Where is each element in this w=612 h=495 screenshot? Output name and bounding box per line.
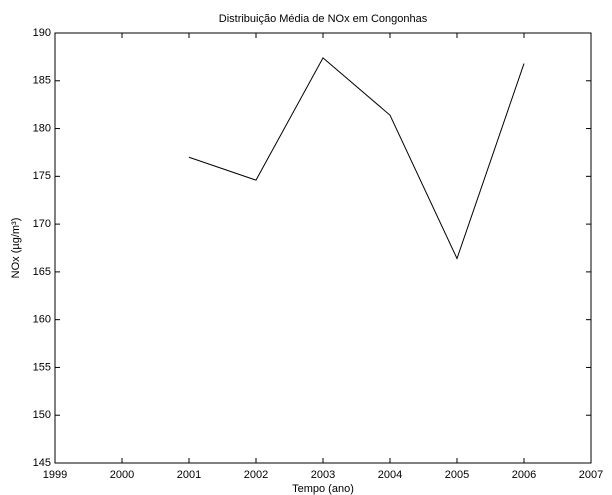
x-tick-label: 2006 [512, 469, 536, 481]
x-tick-label: 2000 [110, 469, 134, 481]
y-tick-label: 160 [33, 314, 51, 326]
x-tick-label: 2003 [311, 469, 335, 481]
x-tick-label: 2007 [579, 469, 603, 481]
y-tick-label: 155 [33, 361, 51, 373]
x-tick-label: 2001 [177, 469, 201, 481]
y-tick-label: 145 [33, 457, 51, 469]
data-line [188, 57, 525, 260]
y-tick-label: 170 [33, 218, 51, 230]
x-tick-label: 2002 [244, 469, 268, 481]
y-tick-label: 180 [33, 122, 51, 134]
y-axis-label: NOx (µg/m³) [10, 218, 22, 279]
chart-title: Distribuição Média de NOx em Congonhas [219, 13, 428, 25]
plot-area [54, 32, 592, 464]
x-axis-label: Tempo (ano) [292, 483, 354, 495]
x-tick-label: 1999 [43, 469, 67, 481]
y-tick-label: 190 [33, 27, 51, 39]
x-tick-label: 2004 [378, 469, 402, 481]
y-tick-label: 165 [33, 266, 51, 278]
x-tick-label: 2005 [445, 469, 469, 481]
y-tick-label: 185 [33, 75, 51, 87]
y-tick-label: 150 [33, 409, 51, 421]
y-tick-label: 175 [33, 170, 51, 182]
